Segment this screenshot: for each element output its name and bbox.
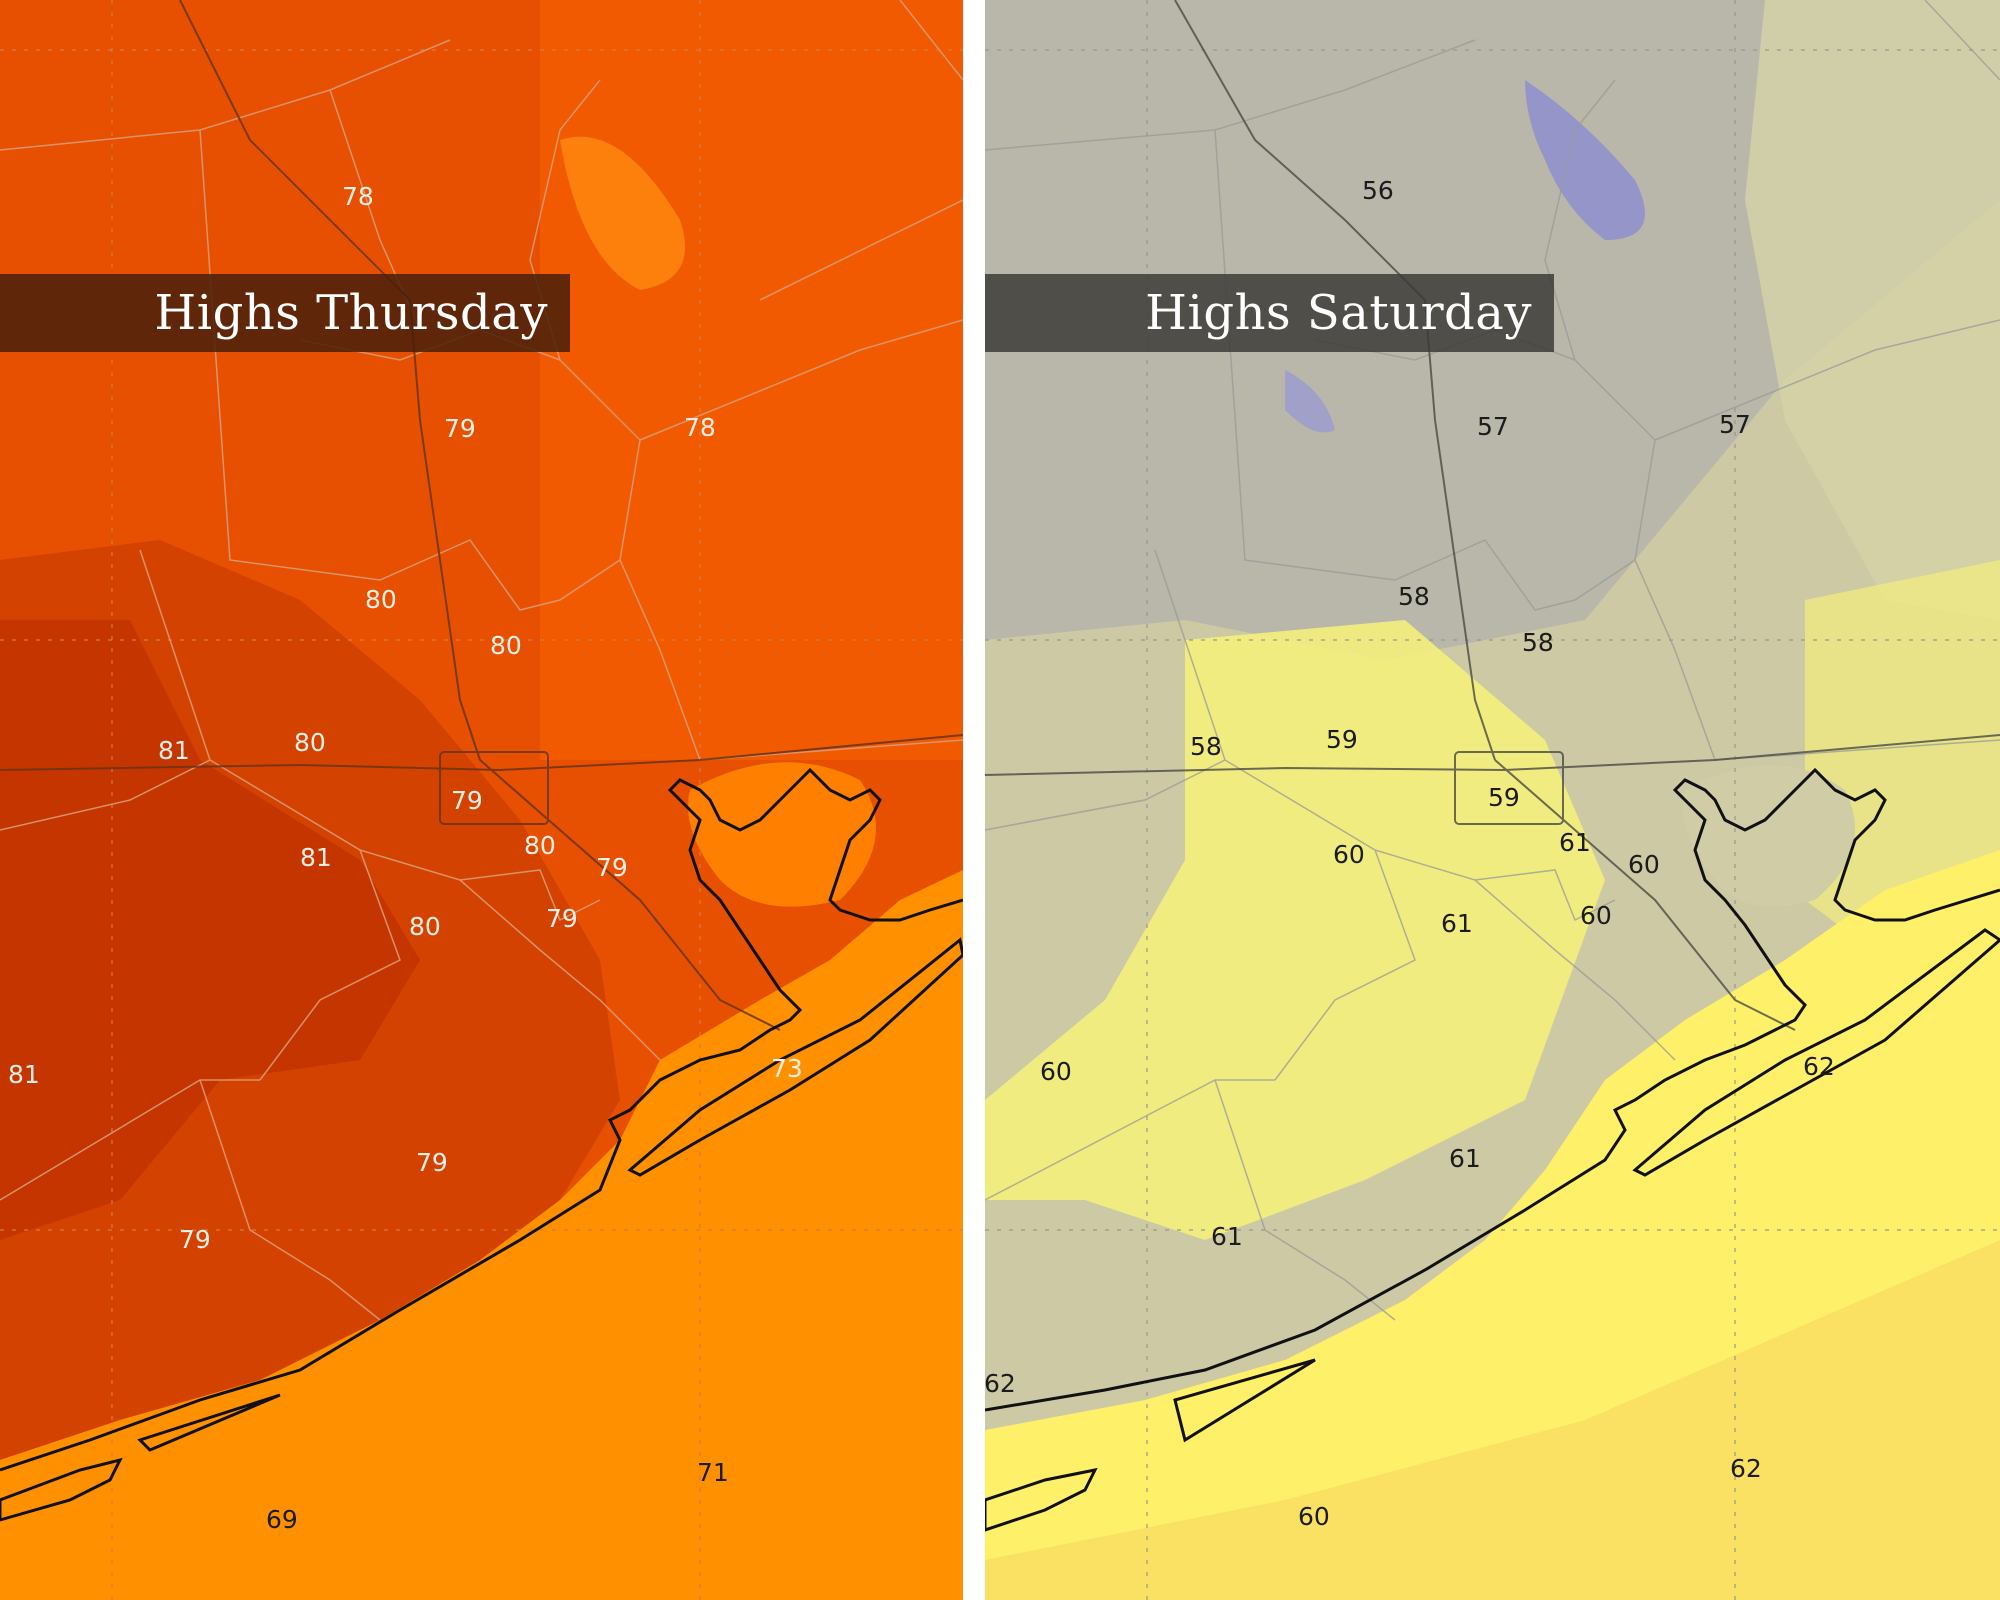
saturday-coastal-warm [1805,560,2000,960]
thursday-county-lines [0,0,963,1321]
thursday-temp-label: 73 [771,1054,803,1083]
saturday-temp-label: 57 [1719,410,1751,439]
saturday-map-panel: 56 57 57 58 58 58 59 59 60 61 60 61 60 6… [985,0,2000,1600]
thursday-cool-spot [560,136,685,290]
saturday-temp-label: 61 [1449,1144,1481,1173]
saturday-temp-label: 62 [1803,1052,1835,1081]
saturday-coastline [985,767,2000,1532]
thursday-temp-label: 80 [409,912,441,941]
thursday-temp-label: 81 [8,1060,40,1089]
saturday-temp-label: 60 [1040,1057,1072,1086]
thursday-temp-label: 79 [546,904,578,933]
saturday-cold-pocket [1525,80,1645,240]
saturday-temp-label: 58 [1522,628,1554,657]
saturday-temp-label: 58 [1398,582,1430,611]
saturday-east-zone [1745,0,2000,620]
saturday-temp-label: 60 [1333,840,1365,869]
thursday-temp-label: 78 [684,413,716,442]
thursday-temperature-labels: 78 79 78 80 80 81 80 79 81 80 79 80 79 8… [8,182,803,1534]
saturday-offshore-water [985,1240,2000,1600]
thursday-temp-label: 81 [158,736,190,765]
thursday-bay-water [688,762,876,907]
thursday-temp-label: 79 [179,1225,211,1254]
thursday-hottest-zone [0,620,420,1240]
thursday-temp-label: 80 [490,631,522,660]
thursday-temp-label: 79 [416,1148,448,1177]
saturday-temp-label: 59 [1488,783,1520,812]
thursday-gulf-water [0,870,963,1600]
saturday-temp-label: 60 [1628,850,1660,879]
saturday-temperature-labels: 56 57 57 58 58 58 59 59 60 61 60 61 60 6… [985,176,1835,1531]
saturday-map: 56 57 57 58 58 58 59 59 60 61 60 61 60 6… [985,0,2000,1600]
thursday-temp-label: 80 [524,831,556,860]
thursday-highways [0,0,963,1031]
saturday-temp-label: 57 [1477,412,1509,441]
saturday-temp-label: 62 [985,1369,1016,1398]
saturday-temp-label: 62 [1730,1454,1762,1483]
thursday-temp-label: 79 [451,786,483,815]
thursday-temp-label: 80 [294,728,326,757]
saturday-bay-water [1683,765,1855,907]
saturday-temp-label: 61 [1211,1222,1243,1251]
thursday-temp-label: 80 [365,585,397,614]
thursday-northeast-zone [540,0,963,760]
thursday-temp-label: 78 [342,182,374,211]
thursday-temp-label: 79 [596,853,628,882]
thursday-map-panel: 78 79 78 80 80 81 80 79 81 80 79 80 79 8… [0,0,963,1600]
saturday-temp-label: 58 [1190,732,1222,761]
saturday-warm-zone [985,620,1605,1240]
saturday-temp-label: 61 [1441,909,1473,938]
saturday-temp-label: 60 [1298,1502,1330,1531]
saturday-title-banner: Highs Saturday [985,274,1554,352]
thursday-title-banner: Highs Thursday [0,274,570,352]
thursday-map: 78 79 78 80 80 81 80 79 81 80 79 80 79 8… [0,0,963,1600]
saturday-temp-label: 59 [1326,725,1358,754]
saturday-cold-pocket-2 [1285,370,1335,433]
thursday-grid [0,0,963,1600]
saturday-temp-label: 61 [1559,828,1591,857]
saturday-title: Highs Saturday [1145,285,1532,341]
thursday-temp-label: 81 [300,843,332,872]
thursday-temp-label: 71 [697,1458,729,1487]
saturday-temp-label: 60 [1580,901,1612,930]
saturday-highways [985,0,2000,1031]
saturday-county-lines [985,0,2000,1321]
thursday-title: Highs Thursday [154,285,548,341]
thursday-coastline [0,767,963,1522]
thursday-temp-label: 69 [266,1505,298,1534]
thursday-temp-label: 79 [444,414,476,443]
saturday-temp-label: 56 [1362,176,1394,205]
